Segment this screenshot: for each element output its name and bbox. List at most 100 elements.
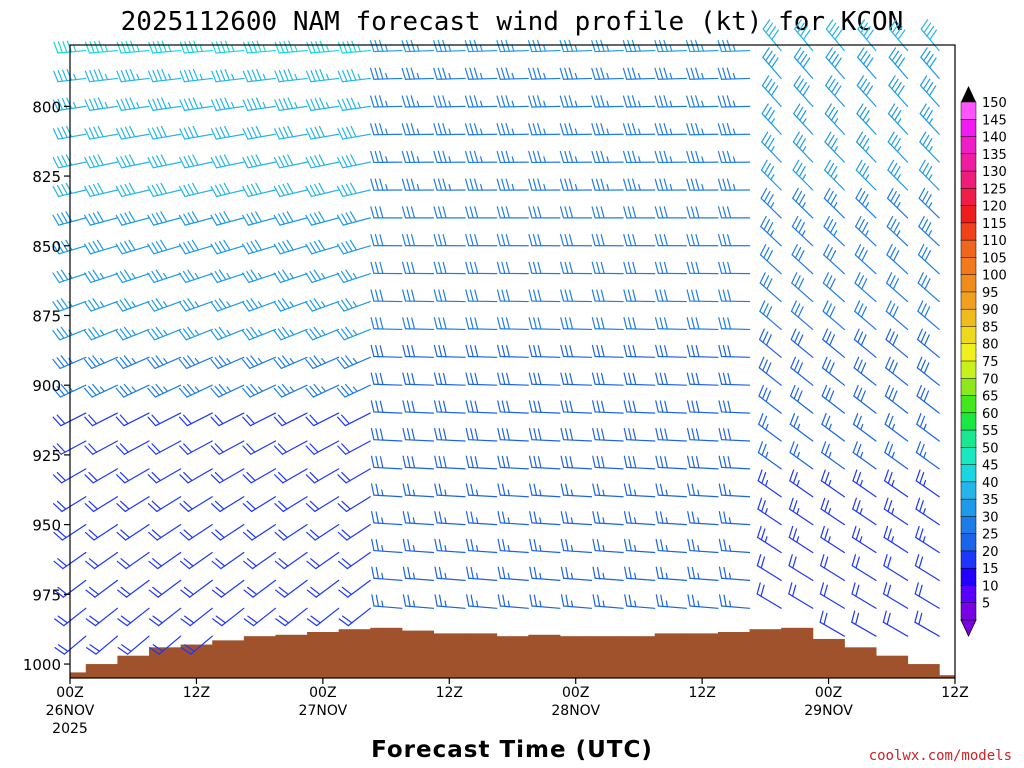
barb-flag bbox=[761, 471, 767, 484]
barb-flag bbox=[119, 242, 128, 254]
barb-half-flag bbox=[131, 272, 136, 279]
wind-barb bbox=[623, 233, 656, 247]
barb-half-flag bbox=[448, 156, 452, 163]
wind-barb bbox=[115, 269, 150, 284]
wind-barb bbox=[654, 261, 687, 275]
wind-barb bbox=[825, 47, 845, 80]
barb-flag bbox=[627, 261, 632, 274]
barb-flag bbox=[497, 400, 501, 413]
wind-barb bbox=[370, 400, 403, 414]
barb-flag bbox=[465, 483, 470, 496]
barb-flag bbox=[442, 95, 447, 108]
barb-half-flag bbox=[480, 128, 483, 136]
barb-flag bbox=[882, 582, 888, 595]
barb-flag bbox=[192, 97, 199, 110]
barb-flag bbox=[501, 455, 506, 469]
wind-barb bbox=[686, 455, 719, 470]
wind-barb bbox=[792, 131, 814, 163]
barb-half-flag bbox=[163, 301, 168, 308]
wind-barb bbox=[654, 67, 687, 80]
barb-flag bbox=[761, 131, 769, 143]
barb-flag bbox=[891, 106, 899, 118]
barb-half-flag bbox=[732, 183, 736, 191]
barb-flag bbox=[318, 182, 326, 194]
barb-half-flag bbox=[99, 272, 105, 279]
barb-half-flag bbox=[928, 202, 933, 209]
wind-barb bbox=[434, 538, 466, 554]
wind-barb bbox=[179, 154, 213, 169]
wind-barb bbox=[560, 427, 593, 442]
barb-flag bbox=[655, 538, 660, 552]
barb-flag bbox=[188, 126, 195, 139]
wind-barb bbox=[853, 356, 877, 386]
barb-flag bbox=[337, 128, 344, 140]
wind-barb bbox=[433, 150, 466, 164]
barb-flag bbox=[797, 362, 804, 374]
barb-flag bbox=[97, 211, 105, 223]
barb-flag bbox=[497, 455, 501, 468]
barb-flag bbox=[442, 206, 447, 219]
wind-barb bbox=[915, 441, 940, 470]
wind-barb bbox=[852, 497, 877, 526]
barb-flag bbox=[336, 301, 345, 312]
wind-barb bbox=[211, 524, 245, 541]
barb-flag bbox=[600, 400, 605, 413]
wind-barb bbox=[655, 400, 687, 414]
barb-flag bbox=[256, 68, 262, 81]
barb-flag bbox=[152, 558, 162, 567]
barb-flag bbox=[564, 150, 569, 163]
wind-barb bbox=[305, 383, 340, 398]
barb-half-flag bbox=[194, 386, 200, 392]
barb-flag bbox=[309, 414, 319, 425]
barb-half-flag bbox=[476, 600, 479, 608]
barb-flag bbox=[884, 384, 891, 397]
wind-barb bbox=[718, 400, 751, 414]
barb-flag bbox=[210, 474, 221, 484]
x-tick-label: 12Z bbox=[941, 685, 968, 701]
barb-flag bbox=[727, 289, 732, 302]
barb-flag bbox=[632, 400, 637, 413]
barb-flag bbox=[53, 70, 59, 83]
barb-flag bbox=[922, 162, 929, 174]
barb-flag bbox=[438, 428, 443, 441]
wind-barb bbox=[242, 524, 277, 541]
barb-flag bbox=[92, 212, 100, 224]
barb-flag bbox=[717, 150, 723, 164]
barb-flag bbox=[370, 289, 375, 302]
wind-barb bbox=[882, 582, 909, 609]
barb-flag bbox=[247, 98, 253, 111]
barb-flag bbox=[855, 612, 860, 626]
wind-barb bbox=[820, 497, 845, 526]
barb-flag bbox=[497, 538, 501, 552]
wind-barb bbox=[179, 524, 213, 541]
barb-flag bbox=[309, 242, 317, 254]
barb-flag bbox=[727, 456, 732, 469]
barb-flag bbox=[622, 95, 628, 108]
barb-flag bbox=[886, 612, 891, 626]
barb-flag bbox=[242, 416, 252, 427]
barb-flag bbox=[218, 355, 227, 366]
wind-barb bbox=[559, 67, 593, 80]
barb-flag bbox=[57, 98, 64, 111]
terrain-surface bbox=[70, 627, 956, 678]
barb-half-flag bbox=[638, 156, 641, 163]
terrain-bar bbox=[307, 631, 340, 678]
barb-flag bbox=[115, 301, 124, 312]
barb-half-flag bbox=[199, 101, 203, 109]
barb-flag bbox=[147, 185, 154, 198]
barb-flag bbox=[761, 387, 768, 400]
barb-half-flag bbox=[511, 156, 515, 163]
barb-flag bbox=[313, 212, 321, 224]
barb-flag bbox=[537, 178, 542, 191]
barb-flag bbox=[664, 372, 668, 386]
barb-flag bbox=[406, 67, 411, 80]
wind-barb bbox=[466, 566, 498, 582]
barb-flag bbox=[663, 123, 668, 136]
barb-flag bbox=[559, 40, 565, 53]
wind-barb bbox=[85, 551, 119, 570]
barb-flag bbox=[799, 138, 807, 150]
barb-flag bbox=[124, 212, 132, 224]
barb-flag bbox=[275, 618, 286, 627]
barb-flag bbox=[378, 67, 384, 80]
barb-flag bbox=[758, 328, 765, 341]
